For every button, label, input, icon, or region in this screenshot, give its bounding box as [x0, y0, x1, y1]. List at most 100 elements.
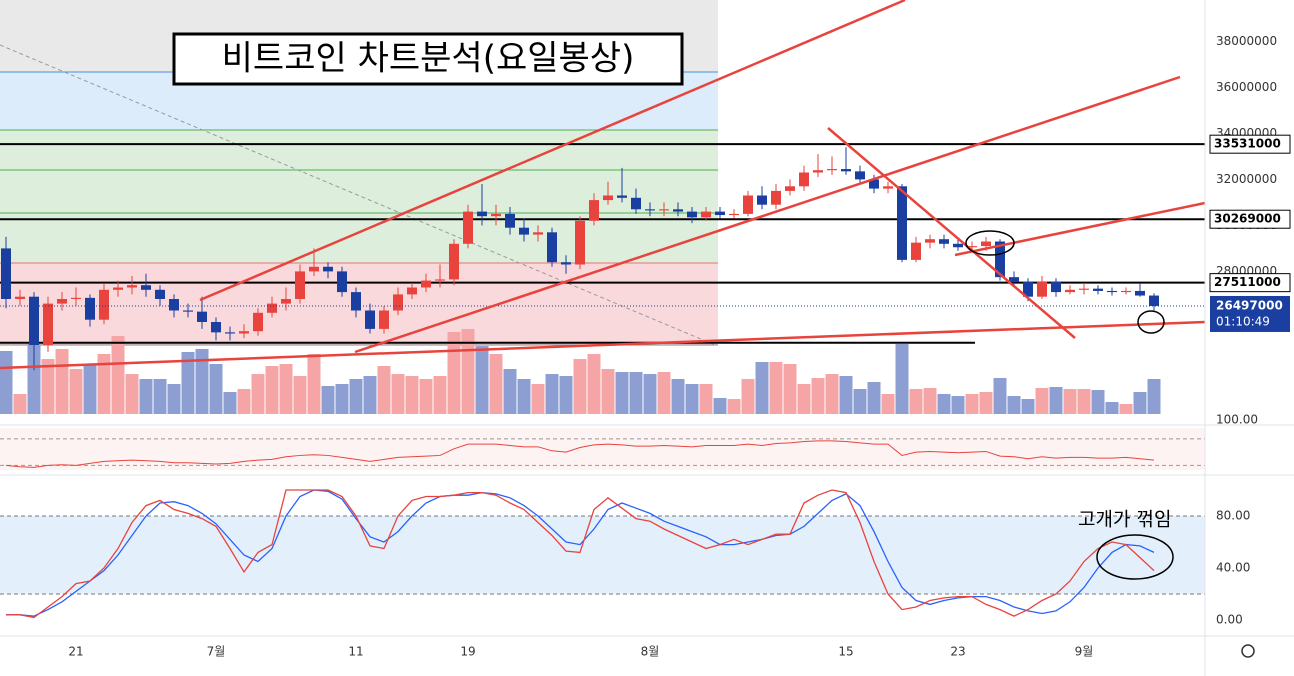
stoch-line [6, 489, 1155, 619]
title-box [172, 32, 684, 86]
volume-bar [1063, 389, 1077, 414]
volume-bar [125, 374, 139, 414]
volume-bar [1119, 404, 1133, 414]
volume-bar [867, 382, 881, 414]
volume-bar [1077, 389, 1091, 414]
candle-body [897, 186, 907, 260]
y-tick-label: 38000000 [1216, 34, 1277, 48]
candle-body [225, 332, 235, 334]
candle-body [701, 211, 711, 218]
candle-body [43, 303, 53, 345]
volume-bar [573, 359, 587, 414]
volume-bar [363, 376, 377, 414]
volume-bar [1105, 402, 1119, 414]
candle-body [295, 271, 305, 299]
volume-bar [83, 364, 97, 414]
candle-body [603, 195, 613, 201]
x-tick-label: 15 [838, 645, 853, 659]
ellipses [965, 230, 1174, 580]
candle-body [421, 280, 431, 288]
volume-bar [1007, 396, 1021, 414]
candle-body [799, 172, 809, 187]
candle-body [869, 179, 879, 189]
volume-bar [237, 389, 251, 414]
labels: 2800000030000000320000003400000036000000… [68, 34, 1291, 659]
candle-body [253, 312, 263, 332]
volume-bar [181, 352, 195, 414]
volume-bar [391, 374, 405, 414]
volume-bar [685, 384, 699, 414]
candle-body [743, 195, 753, 214]
candle-body [393, 294, 403, 311]
trend-lines [0, 0, 1206, 370]
candle-body [1149, 295, 1159, 306]
candle-body [323, 266, 333, 272]
level-label-bg [1209, 273, 1291, 293]
candle-body [841, 169, 851, 172]
candle-body [1051, 281, 1061, 293]
candle-body [239, 331, 249, 334]
volume-bar [531, 384, 545, 414]
candle-body [715, 211, 725, 216]
candle-body [1009, 277, 1019, 282]
candle-body [995, 241, 1005, 278]
volume-bar [727, 399, 741, 414]
volume-bar [1035, 388, 1049, 414]
volume-bar [587, 354, 601, 414]
volume-bar [1133, 392, 1147, 414]
candle-body [953, 243, 963, 248]
volume-bar [699, 384, 713, 414]
candle-body [855, 171, 865, 180]
volume-bar [55, 349, 69, 414]
candle-body [141, 285, 151, 290]
candle-body [1121, 290, 1131, 293]
candle-body [1, 248, 11, 299]
candle-body [183, 310, 193, 312]
volume-bar [741, 379, 755, 414]
stoch-tick-label: 40.00 [1216, 561, 1250, 575]
volume-bar [797, 384, 811, 414]
candle-body [463, 211, 473, 244]
level-label-bg [1209, 134, 1291, 154]
candle-body [575, 220, 585, 265]
level-label: 27511000 [1214, 275, 1281, 289]
candle-body [1023, 281, 1033, 297]
volume-bar [377, 366, 391, 414]
x-tick-label: 8월 [641, 645, 660, 659]
candle-body [1135, 290, 1145, 296]
volume-bar [825, 374, 839, 414]
candle-body [281, 299, 291, 304]
settings-icon[interactable] [1241, 644, 1255, 658]
candle-body [99, 289, 109, 320]
volume-bar [13, 394, 27, 414]
volume-bar [195, 349, 209, 414]
volume-bar [517, 379, 531, 414]
candle-body [57, 299, 67, 304]
candle-body [449, 243, 459, 280]
volume-bar [657, 372, 671, 414]
x-tick-label: 7월 [207, 645, 226, 659]
volume-bar [419, 379, 433, 414]
volume-bar [447, 332, 461, 414]
candle-body [533, 232, 543, 235]
volume-bar [0, 351, 13, 414]
volume-bar [489, 354, 503, 414]
candle-body [477, 211, 487, 217]
candle-body [659, 209, 669, 211]
candle-body [519, 227, 529, 235]
candle-body [925, 239, 935, 243]
candle-body [645, 209, 655, 211]
candle-body [29, 296, 39, 345]
candle-body [113, 287, 123, 290]
volume-bar [559, 376, 573, 414]
candle-body [1065, 289, 1075, 293]
volume-bar [1147, 379, 1161, 414]
candle-body [1093, 288, 1103, 291]
rsi-tick-label: 100.00 [1216, 413, 1258, 427]
volume-bar [251, 374, 265, 414]
volume-bar [209, 364, 223, 414]
x-tick-label: 9월 [1075, 645, 1094, 659]
stoch-band-bg [0, 516, 1205, 594]
volume-bar [321, 386, 335, 414]
